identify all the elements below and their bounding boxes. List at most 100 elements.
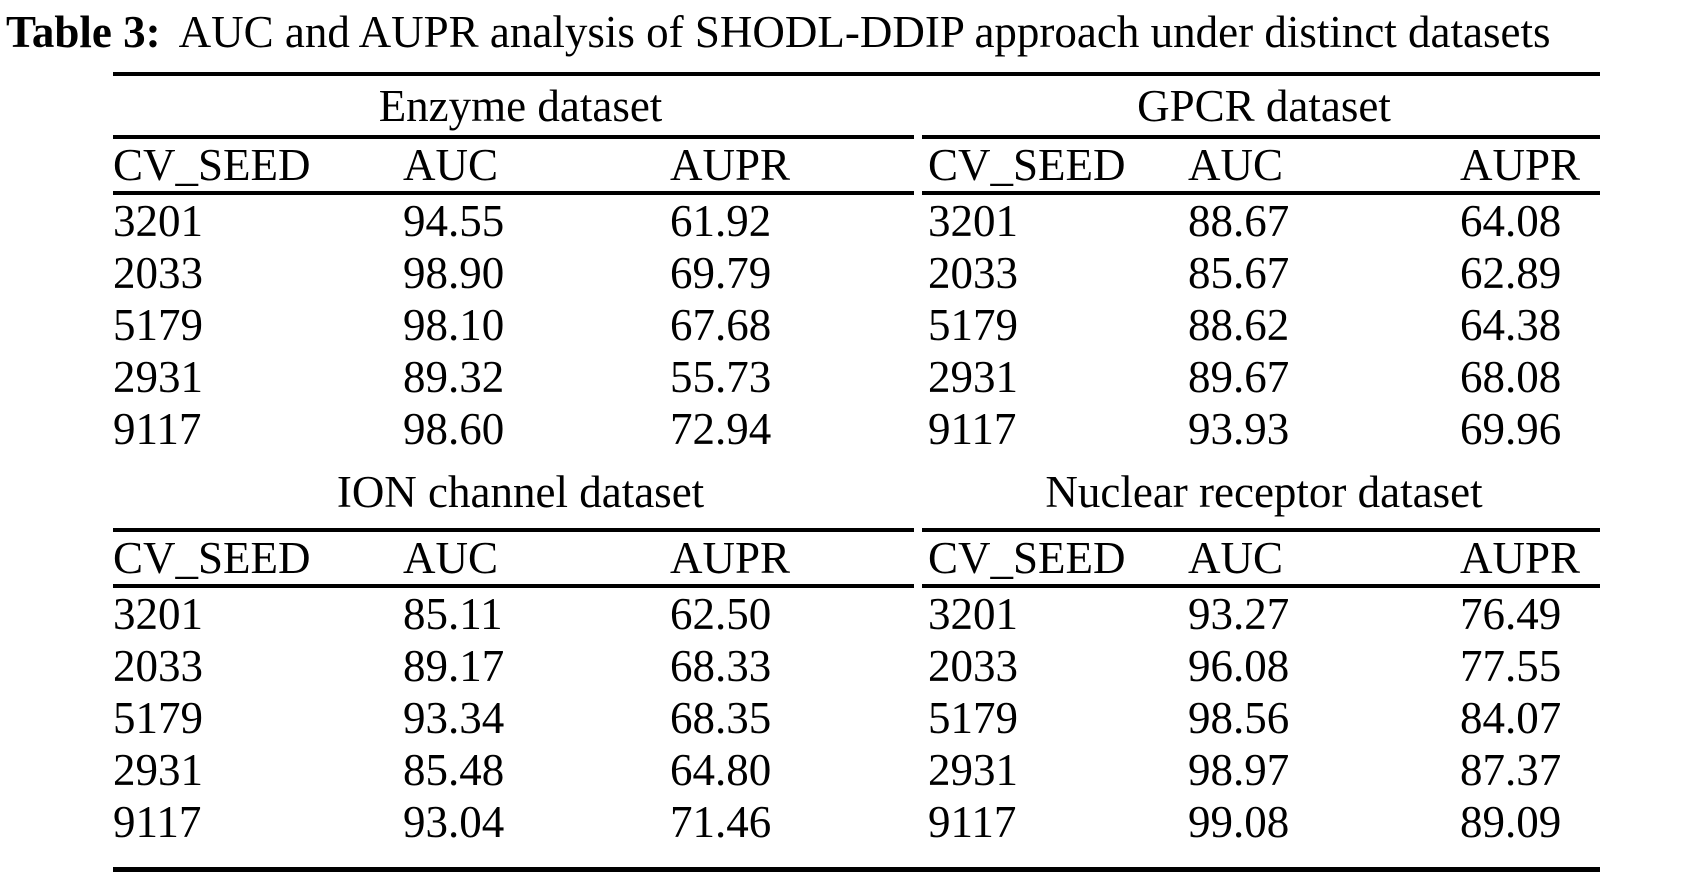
- table-row: 3201 94.55 61.92 3201 88.67 64.08: [113, 195, 1600, 247]
- table-caption: Table 3: AUC and AUPR analysis of SHODL-D…: [6, 4, 1687, 60]
- table-row: 9117 93.04 71.46 9117 99.08 89.09: [113, 796, 1600, 848]
- column-header-auc: AUC: [1188, 140, 1284, 190]
- cell-auc: 98.56: [1188, 693, 1290, 743]
- cell-cv-seed: 5179: [113, 300, 203, 350]
- table-row: 2931 85.48 64.80 2931 98.97 87.37: [113, 744, 1600, 796]
- cell-cv-seed: 5179: [113, 693, 203, 743]
- cell-cv-seed: 3201: [113, 589, 203, 639]
- cell-auc: 98.97: [1188, 745, 1290, 795]
- cell-auc: 93.34: [403, 693, 505, 743]
- cell-aupr: 87.37: [1460, 745, 1562, 795]
- results-table: Enzyme dataset GPCR dataset CV_SEED AUC …: [113, 72, 1600, 872]
- cell-auc: 98.60: [403, 404, 505, 454]
- cell-auc: 89.67: [1188, 352, 1290, 402]
- table-row: 9117 98.60 72.94 9117 93.93 69.96: [113, 403, 1600, 455]
- cell-auc: 94.55: [403, 196, 505, 246]
- cell-aupr: 68.35: [670, 693, 772, 743]
- column-header-aupr: AUPR: [1460, 533, 1581, 583]
- cell-aupr: 64.38: [1460, 300, 1562, 350]
- column-header-aupr: AUPR: [670, 140, 791, 190]
- table-row: 2033 98.90 69.79 2033 85.67 62.89: [113, 247, 1600, 299]
- cell-cv-seed: 9117: [928, 404, 1017, 454]
- cell-cv-seed: 3201: [113, 196, 203, 246]
- cell-cv-seed: 5179: [928, 693, 1018, 743]
- column-header-cv-seed: CV_SEED: [113, 140, 311, 190]
- horizontal-rule: [113, 528, 1600, 532]
- cell-aupr: 68.33: [670, 641, 772, 691]
- column-header-auc: AUC: [403, 533, 499, 583]
- cell-aupr: 77.55: [1460, 641, 1562, 691]
- horizontal-rule: [113, 191, 1600, 195]
- column-header-auc: AUC: [403, 140, 499, 190]
- table-row: 5179 93.34 68.35 5179 98.56 84.07: [113, 692, 1600, 744]
- column-header-cv-seed: CV_SEED: [113, 533, 311, 583]
- cell-auc: 89.17: [403, 641, 505, 691]
- cell-aupr: 76.49: [1460, 589, 1562, 639]
- table-row: 2033 89.17 68.33 2033 96.08 77.55: [113, 640, 1600, 692]
- cell-auc: 85.11: [403, 589, 503, 639]
- caption-label: Table 3:: [6, 7, 161, 57]
- cell-cv-seed: 2033: [928, 248, 1018, 298]
- cell-aupr: 62.89: [1460, 248, 1562, 298]
- cell-aupr: 67.68: [670, 300, 772, 350]
- cell-aupr: 69.96: [1460, 404, 1562, 454]
- table-row: 2931 89.32 55.73 2931 89.67 68.08: [113, 351, 1600, 403]
- column-header-auc: AUC: [1188, 533, 1284, 583]
- cell-auc: 93.93: [1188, 404, 1290, 454]
- column-header-aupr: AUPR: [1460, 140, 1581, 190]
- horizontal-rule-bottom: [113, 867, 1600, 872]
- cell-cv-seed: 9117: [113, 797, 202, 847]
- cell-aupr: 68.08: [1460, 352, 1562, 402]
- horizontal-rule: [113, 584, 1600, 588]
- cell-aupr: 89.09: [1460, 797, 1562, 847]
- cell-cv-seed: 2033: [113, 641, 203, 691]
- cell-aupr: 71.46: [670, 797, 772, 847]
- cell-auc: 85.67: [1188, 248, 1290, 298]
- column-header-cv-seed: CV_SEED: [928, 533, 1126, 583]
- dataset-header-row: ION channel dataset Nuclear receptor dat…: [113, 455, 1600, 528]
- horizontal-rule-top: [113, 72, 1600, 76]
- table-row: 3201 85.11 62.50 3201 93.27 76.49: [113, 588, 1600, 640]
- horizontal-rule: [113, 135, 1600, 139]
- cell-auc: 98.90: [403, 248, 505, 298]
- table-row: 5179 98.10 67.68 5179 88.62 64.38: [113, 299, 1600, 351]
- cell-aupr: 62.50: [670, 589, 772, 639]
- cell-aupr: 84.07: [1460, 693, 1562, 743]
- cell-auc: 99.08: [1188, 797, 1290, 847]
- cell-aupr: 64.80: [670, 745, 772, 795]
- cell-auc: 96.08: [1188, 641, 1290, 691]
- cell-auc: 93.04: [403, 797, 505, 847]
- cell-cv-seed: 9117: [113, 404, 202, 454]
- cell-auc: 89.32: [403, 352, 505, 402]
- column-header-row: CV_SEED AUC AUPR CV_SEED AUC AUPR: [113, 139, 1600, 191]
- dataset-header-enzyme: Enzyme dataset: [378, 80, 663, 131]
- cell-aupr: 55.73: [670, 352, 772, 402]
- column-header-cv-seed: CV_SEED: [928, 140, 1126, 190]
- cell-aupr: 61.92: [670, 196, 772, 246]
- cell-cv-seed: 3201: [928, 589, 1018, 639]
- cell-auc: 88.62: [1188, 300, 1290, 350]
- cell-auc: 98.10: [403, 300, 505, 350]
- dataset-header-ion-channel: ION channel dataset: [336, 466, 705, 517]
- cell-auc: 93.27: [1188, 589, 1290, 639]
- cell-cv-seed: 2931: [928, 352, 1018, 402]
- cell-cv-seed: 3201: [928, 196, 1018, 246]
- cell-cv-seed: 9117: [928, 797, 1017, 847]
- cell-aupr: 69.79: [670, 248, 772, 298]
- dataset-header-row: Enzyme dataset GPCR dataset: [113, 76, 1600, 135]
- caption-text: AUC and AUPR analysis of SHODL-DDIP appr…: [178, 7, 1551, 57]
- cell-cv-seed: 5179: [928, 300, 1018, 350]
- cell-aupr: 72.94: [670, 404, 772, 454]
- cell-aupr: 64.08: [1460, 196, 1562, 246]
- cell-auc: 88.67: [1188, 196, 1290, 246]
- cell-auc: 85.48: [403, 745, 505, 795]
- dataset-header-nuclear-receptor: Nuclear receptor dataset: [1045, 466, 1483, 517]
- cell-cv-seed: 2931: [113, 745, 203, 795]
- cell-cv-seed: 2033: [113, 248, 203, 298]
- column-header-aupr: AUPR: [670, 533, 791, 583]
- cell-cv-seed: 2033: [928, 641, 1018, 691]
- cell-cv-seed: 2931: [928, 745, 1018, 795]
- dataset-header-gpcr: GPCR dataset: [1137, 80, 1391, 131]
- column-header-row: CV_SEED AUC AUPR CV_SEED AUC AUPR: [113, 532, 1600, 584]
- cell-cv-seed: 2931: [113, 352, 203, 402]
